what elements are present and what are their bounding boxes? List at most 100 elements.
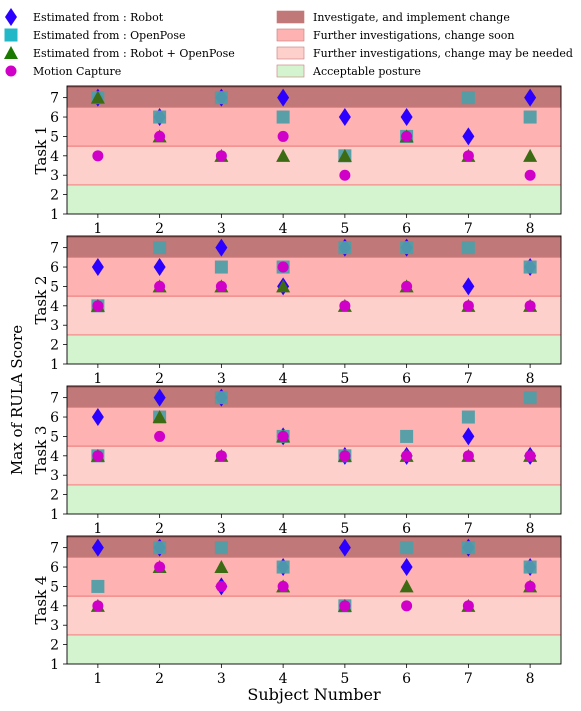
x-tick-label: 7 — [464, 521, 473, 537]
series-circle — [92, 130, 536, 181]
data-point-square — [523, 260, 537, 274]
zone-swatch — [276, 10, 305, 24]
data-point-diamond — [462, 277, 475, 296]
data-point-diamond — [91, 538, 104, 557]
data-point-circle — [154, 430, 166, 442]
y-tick-label: 3 — [50, 168, 59, 184]
data-point-square — [400, 241, 414, 255]
zone-swatch — [276, 28, 305, 42]
zone-band — [67, 484, 561, 514]
data-point-circle — [92, 300, 104, 312]
series-circle — [92, 561, 536, 612]
zone-band — [67, 407, 561, 447]
legend-label: Investigate, and implement change — [313, 11, 510, 24]
zone-band — [67, 596, 561, 635]
data-point-circle — [154, 561, 166, 573]
data-point-circle — [462, 300, 474, 312]
data-point-square — [400, 429, 414, 443]
x-tick-label: 8 — [526, 671, 535, 687]
y-tick-label: 4 — [50, 599, 59, 615]
axes-frame — [66, 535, 562, 665]
x-tick-label: 8 — [526, 521, 535, 537]
x-tick-label: 8 — [526, 371, 535, 387]
data-point-square — [523, 391, 537, 405]
data-point-square — [153, 110, 167, 124]
data-point-circle — [215, 150, 227, 162]
y-tick-label: 1 — [50, 207, 59, 223]
x-tick-label: 1 — [93, 221, 102, 237]
data-point-triangle — [337, 148, 352, 162]
y-tick-label: 1 — [50, 657, 59, 673]
data-point-circle — [277, 130, 289, 142]
zone-band — [67, 296, 561, 335]
x-tick-label: 8 — [526, 221, 535, 237]
data-point-square — [214, 541, 228, 555]
data-point-square — [400, 541, 414, 555]
data-point-triangle — [214, 560, 229, 574]
data-point-circle — [401, 450, 413, 462]
x-tick-label: 6 — [402, 671, 411, 687]
data-point-square — [276, 110, 290, 124]
zone-band — [67, 86, 561, 108]
data-point-diamond — [400, 108, 413, 127]
x-tick-label: 2 — [155, 371, 164, 387]
data-point-square — [214, 260, 228, 274]
x-tick-label: 3 — [217, 671, 226, 687]
data-point-circle — [277, 430, 289, 442]
zone-band — [67, 184, 561, 214]
legend-item-circle: Motion Capture — [5, 65, 121, 78]
x-tick-label: 4 — [279, 521, 288, 537]
y-tick-label: 5 — [50, 279, 59, 295]
x-tick-label: 6 — [402, 371, 411, 387]
data-point-square — [338, 241, 352, 255]
zone-band — [67, 107, 561, 147]
y-tick-label: 7 — [50, 391, 59, 407]
data-point-circle — [215, 450, 227, 462]
y-tick-label: 7 — [50, 91, 59, 107]
legend-label: Estimated from : Robot — [33, 11, 164, 24]
data-point-square — [153, 541, 167, 555]
data-point-diamond — [338, 108, 351, 127]
x-tick-label: 3 — [217, 521, 226, 537]
y-tick-label: 3 — [50, 468, 59, 484]
y-tick-label: 1 — [50, 507, 59, 523]
y-tick-label: 3 — [50, 618, 59, 634]
data-point-circle — [339, 169, 351, 181]
data-point-circle — [401, 600, 413, 612]
zone-band — [67, 557, 561, 597]
data-point-circle — [339, 600, 351, 612]
data-point-diamond — [153, 258, 166, 277]
data-point-square — [523, 560, 537, 574]
axes-frame — [66, 85, 562, 215]
legend-label: Further investigations, change may be ne… — [313, 47, 573, 60]
data-point-square — [214, 91, 228, 105]
x-tick-label: 5 — [340, 221, 349, 237]
x-tick-label: 1 — [93, 371, 102, 387]
legend-item-triangle: Estimated from : Robot + OpenPose — [4, 46, 235, 60]
data-point-diamond — [153, 388, 166, 407]
x-tick-label: 4 — [279, 671, 288, 687]
data-point-square — [91, 579, 105, 593]
data-point-diamond — [462, 427, 475, 446]
zone-band — [67, 334, 561, 364]
legend: Estimated from : Robot Estimated from : O… — [4, 8, 573, 78]
data-point-circle — [524, 169, 536, 181]
x-tick-label: 6 — [402, 221, 411, 237]
legend-item-square: Estimated from : OpenPose — [4, 28, 186, 42]
series-circle — [92, 430, 536, 462]
y-tick-label: 4 — [50, 449, 59, 465]
data-point-diamond — [91, 408, 104, 427]
axes-frame — [66, 235, 562, 365]
zone-band — [67, 146, 561, 185]
zone-band — [67, 446, 561, 485]
circle-icon — [5, 65, 17, 77]
y-axis-label: Max of RULA Score — [8, 325, 26, 475]
y-tick-label: 1 — [50, 357, 59, 373]
y-tick-label: 2 — [50, 638, 59, 654]
data-point-circle — [462, 600, 474, 612]
data-point-triangle — [399, 579, 414, 593]
x-tick-label: 2 — [155, 671, 164, 687]
data-point-circle — [277, 261, 289, 273]
x-tick-label: 5 — [340, 671, 349, 687]
zone-band — [67, 536, 561, 558]
